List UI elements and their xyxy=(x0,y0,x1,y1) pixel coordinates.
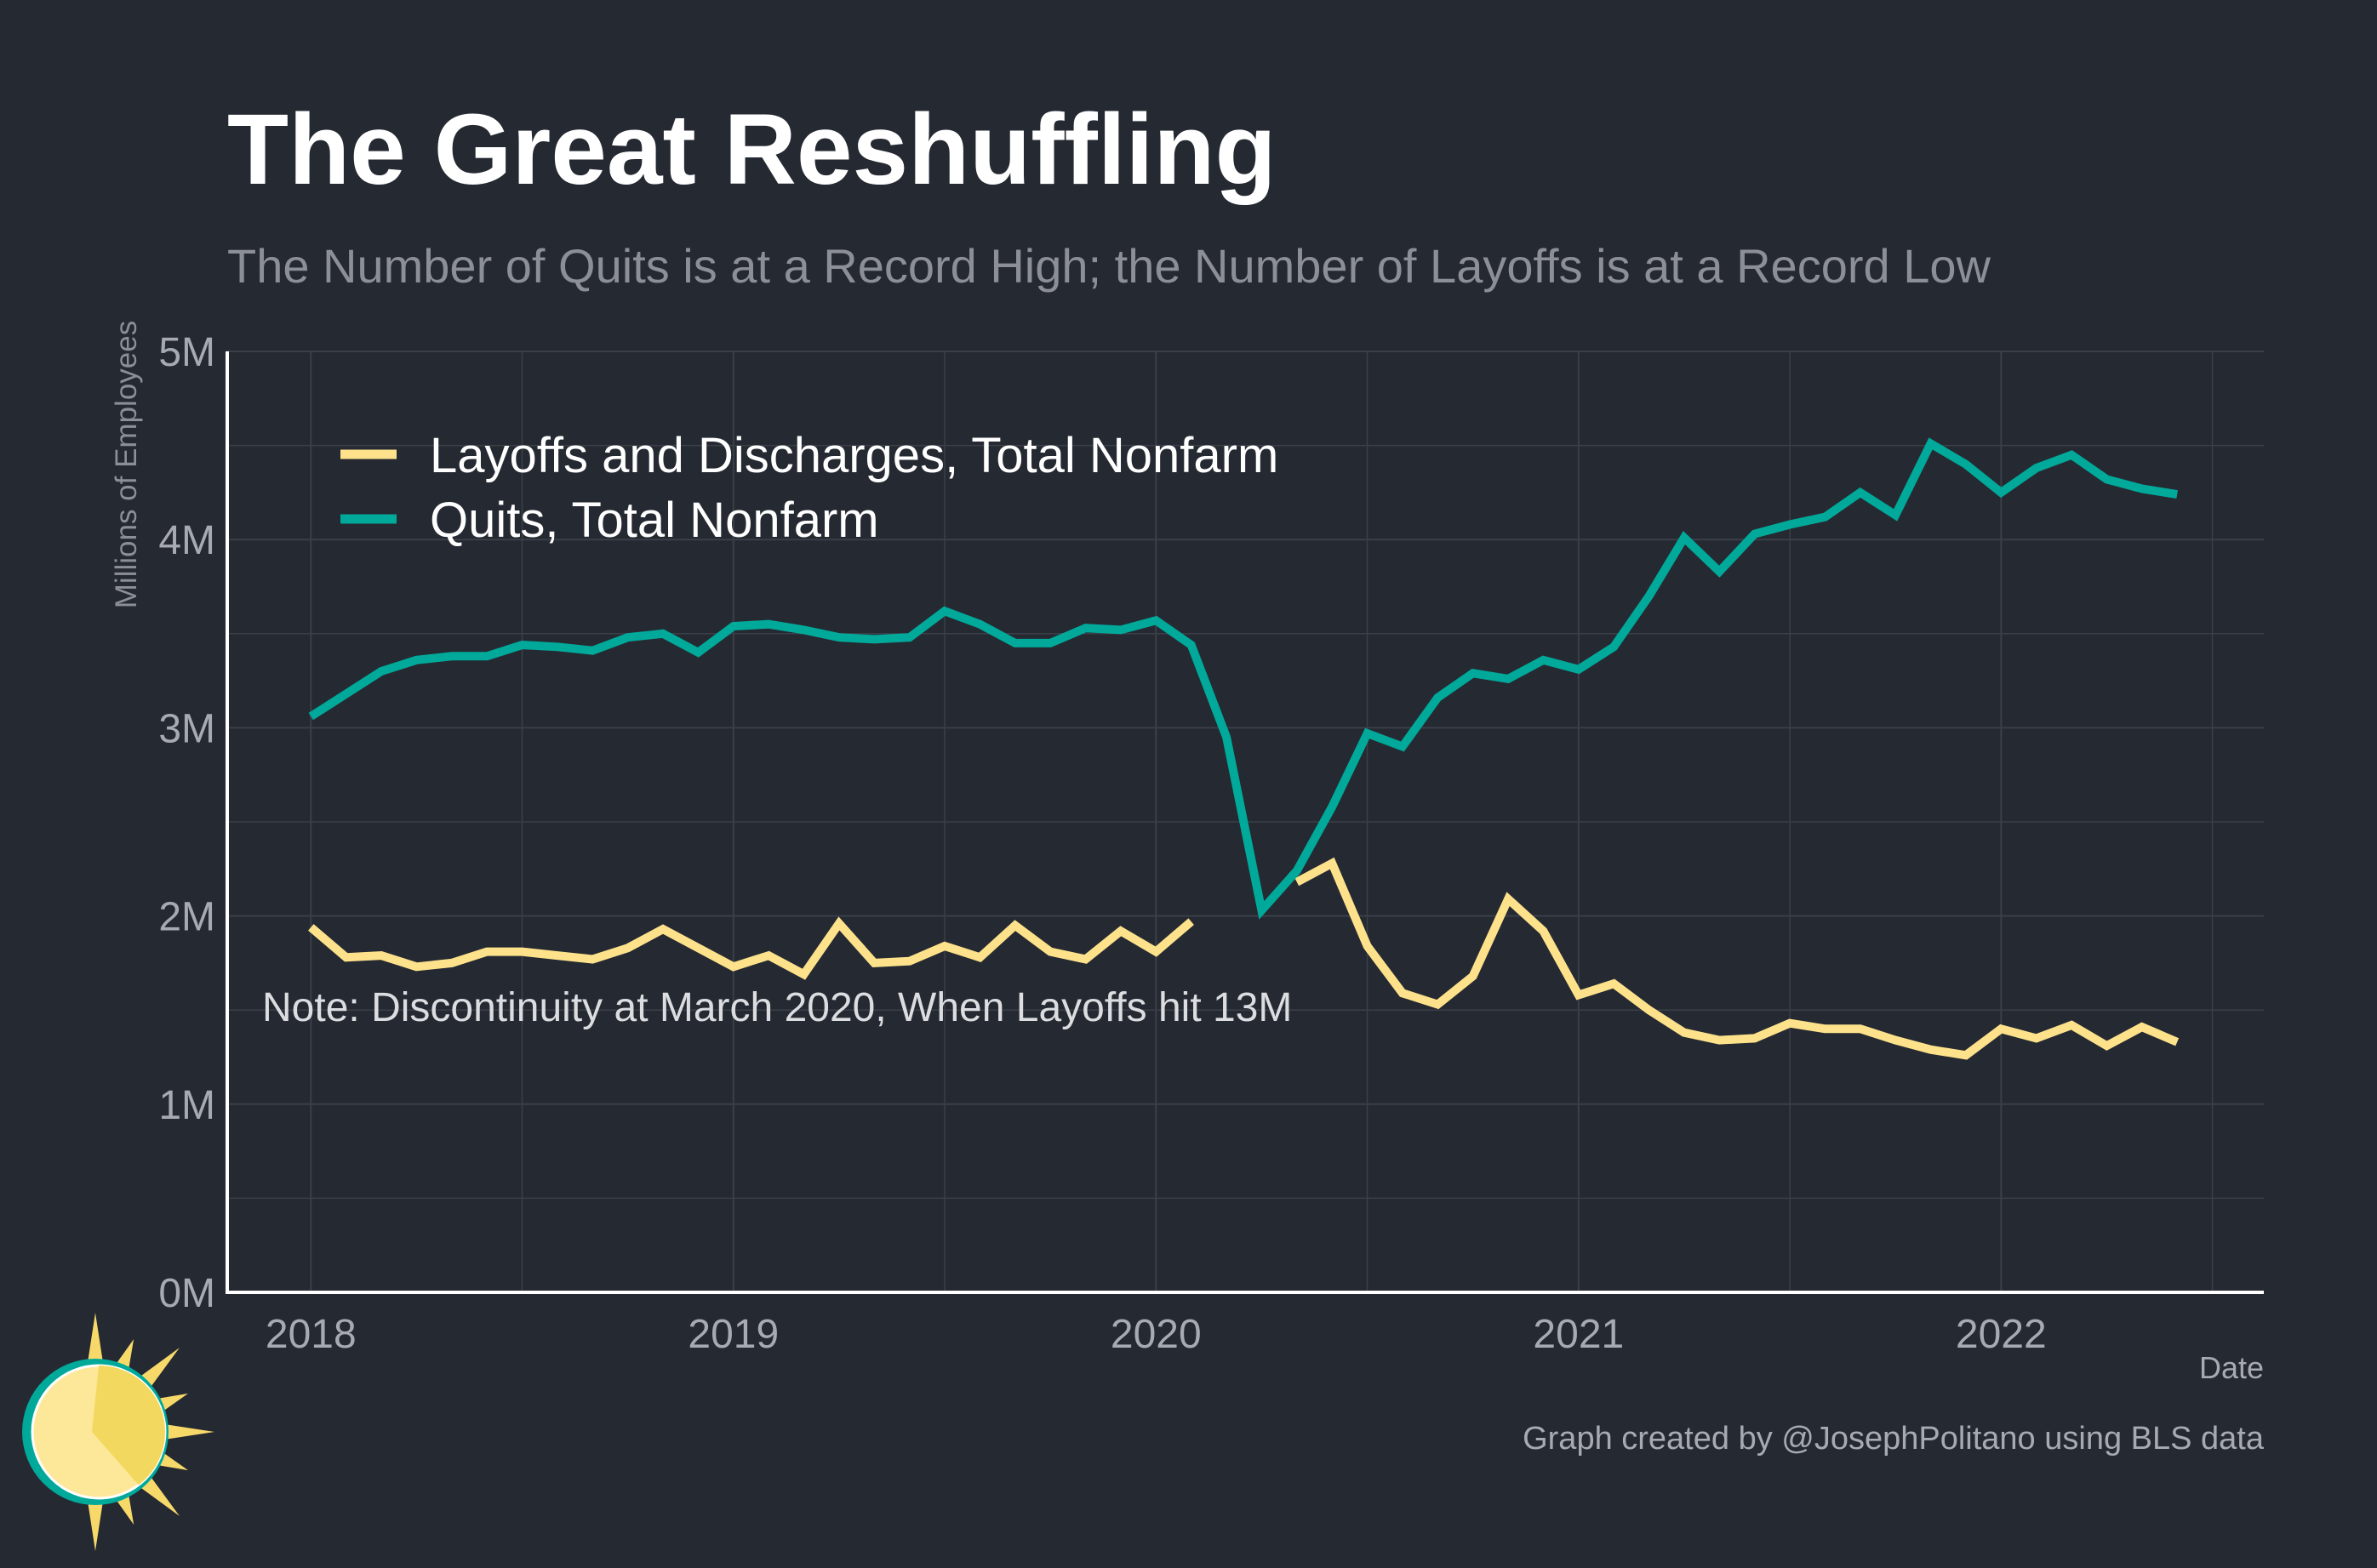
x-tick-label: 2021 xyxy=(1533,1312,1624,1357)
x-tick-label: 2018 xyxy=(266,1312,357,1357)
series-lines xyxy=(308,437,2180,1060)
legend: Layoffs and Discharges, Total Nonfarm Qu… xyxy=(340,428,1278,548)
y-tick-label: 3M xyxy=(158,706,215,751)
sun-ray-icon xyxy=(86,1494,105,1551)
sun-logo-icon xyxy=(22,1313,214,1551)
legend-label-quits: Quits, Total Nonfarm xyxy=(430,493,879,548)
sun-shade-icon xyxy=(92,1366,166,1485)
grid xyxy=(227,351,2264,1292)
y-tick-label: 4M xyxy=(158,518,215,563)
y-tick-labels: 0M 1M 2M 3M 4M 5M xyxy=(158,330,215,1316)
x-tick-label: 2022 xyxy=(1956,1312,2047,1357)
y-tick-label: 2M xyxy=(158,895,215,940)
y-tick-label: 1M xyxy=(158,1083,215,1128)
chart-subtitle: The Number of Quits is at a Record High;… xyxy=(227,239,1991,293)
layoffs-series-line-segment-1 xyxy=(308,916,1194,980)
source-caption: Graph created by @JosephPolitano using B… xyxy=(1523,1421,2265,1457)
quits-series-line-segment-1 xyxy=(308,437,2178,920)
axes xyxy=(226,351,2264,1294)
x-tick-labels: 2018 2019 2020 2021 2022 xyxy=(266,1312,2047,1357)
y-axis-title: Millions of Employees xyxy=(110,321,143,608)
chart-title: The Great Reshuffling xyxy=(227,94,1277,206)
y-tick-label: 5M xyxy=(158,330,215,375)
x-tick-label: 2019 xyxy=(688,1312,779,1357)
y-tick-label: 0M xyxy=(158,1271,215,1316)
layoffs-series-line-segment-2 xyxy=(1294,857,2180,1060)
chart-annotation-note: Note: Discontinuity at March 2020, When … xyxy=(262,985,1292,1030)
sun-ray-icon xyxy=(86,1313,105,1370)
sun-ray-icon xyxy=(157,1423,214,1441)
x-tick-label: 2020 xyxy=(1111,1312,1202,1357)
x-axis-title: Date xyxy=(2199,1350,2264,1385)
legend-label-layoffs: Layoffs and Discharges, Total Nonfarm xyxy=(430,428,1278,483)
